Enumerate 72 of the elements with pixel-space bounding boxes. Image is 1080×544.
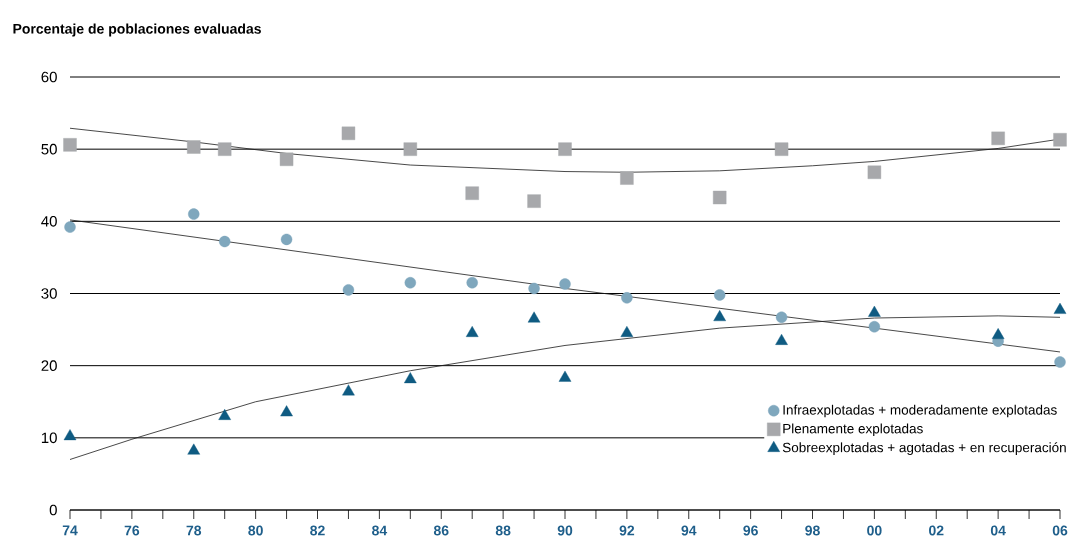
legend-label: Plenamente explotadas [783,423,923,437]
point [1054,356,1066,368]
point [404,372,417,384]
point [620,325,634,337]
point [527,311,541,323]
legend-label: Sobreexplotadas + agotadas + en recuperación [782,442,1066,455]
point [867,165,882,179]
point [558,370,572,382]
point [1053,302,1067,314]
point [342,284,355,296]
point [280,233,293,246]
x-tick-label: 80 [248,525,263,536]
point [528,282,540,295]
x-tick-label: 84 [372,525,388,536]
point [1053,133,1067,147]
x-tick-label: 92 [619,525,635,536]
y-tick-label: 40 [41,216,57,227]
point [991,131,1005,146]
x-tick-label: 00 [867,525,882,536]
point [527,194,541,208]
x-tick-label: 78 [186,525,202,536]
x-tick-label: 04 [990,525,1006,536]
point [868,305,881,317]
point [621,292,633,304]
x-tick-label: 06 [1052,525,1068,536]
point [187,443,201,455]
point [187,140,201,154]
point [559,278,571,290]
x-tick-label: 94 [681,525,697,536]
point [217,142,232,156]
point [991,328,1005,340]
y-tick-label: 30 [41,288,57,299]
x-tick-label: 82 [310,525,325,536]
point [280,405,293,417]
point [188,208,200,220]
x-tick-label: 96 [743,525,758,536]
x-tick-label: 98 [805,525,820,536]
point [403,142,418,156]
point [775,311,788,324]
point [466,276,478,289]
x-tick-label: 88 [495,525,511,536]
point [558,142,572,156]
x-tick-label: 86 [433,525,449,536]
point [63,138,77,152]
point [64,221,76,233]
point [465,325,479,337]
point [218,235,231,248]
point [341,126,356,140]
point [404,276,417,289]
y-tick-label: 60 [41,71,57,83]
point [713,310,726,322]
point [465,186,479,200]
legend-label: Infraexplotadas + moderadamente explotadas [783,404,1057,418]
point [713,190,727,205]
point [714,289,726,301]
x-tick-label: 02 [929,525,944,536]
y-tick-label: 10 [41,432,57,444]
point [868,321,881,333]
y-tick-label: 20 [41,360,57,371]
x-tick-label: 76 [124,525,140,536]
x-tick-label: 90 [557,525,573,536]
point [218,408,231,420]
point [774,142,789,156]
point [342,384,355,396]
y-tick-label: 0 [49,504,57,516]
y-tick-label: 50 [41,143,57,155]
x-tick-label: 74 [62,525,78,536]
point [620,171,634,185]
point [775,333,788,345]
y-axis-title: Porcentaje de poblaciones evaluadas [13,23,261,37]
point [63,429,77,441]
point [279,152,294,166]
